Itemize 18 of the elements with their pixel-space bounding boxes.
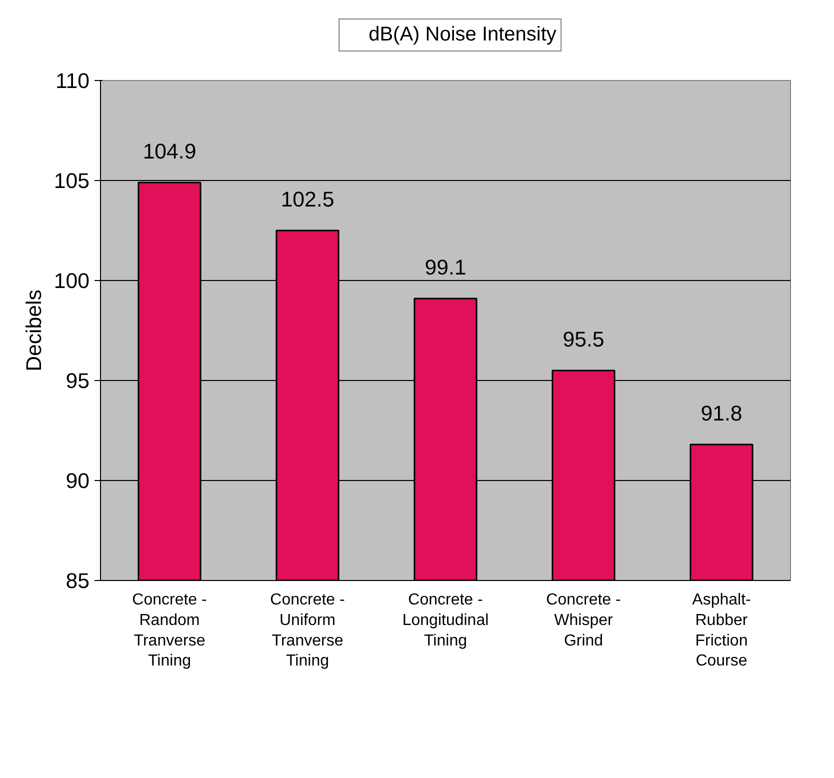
y-tick-label: 110 (56, 69, 90, 93)
y-tick-label: 90 (66, 469, 90, 493)
y-tick-label: 100 (54, 269, 90, 293)
y-tick-label: 105 (54, 169, 90, 193)
data-label: 99.1 (424, 256, 466, 280)
x-tick-label: Concrete - Longitudinal Tining (402, 592, 489, 650)
x-tick-label: Concrete - Random Tranverse Tining (132, 592, 207, 670)
data-label: 95.5 (562, 328, 604, 352)
x-tick-label: Asphalt- Rubber Friction Course (692, 592, 751, 670)
data-label: 102.5 (280, 188, 334, 212)
y-tick-label: 95 (66, 369, 90, 393)
x-tick-label: Concrete - Whisper Grind (546, 592, 621, 650)
data-label: 91.8 (700, 402, 742, 426)
x-tick-label: Concrete - Uniform Tranverse Tining (270, 592, 345, 670)
y-axis-title: Decibels (22, 290, 46, 372)
text: dB(A) Noise Intensity (368, 24, 556, 46)
data-label: 104.9 (142, 140, 196, 164)
y-tick-label: 85 (66, 569, 90, 593)
